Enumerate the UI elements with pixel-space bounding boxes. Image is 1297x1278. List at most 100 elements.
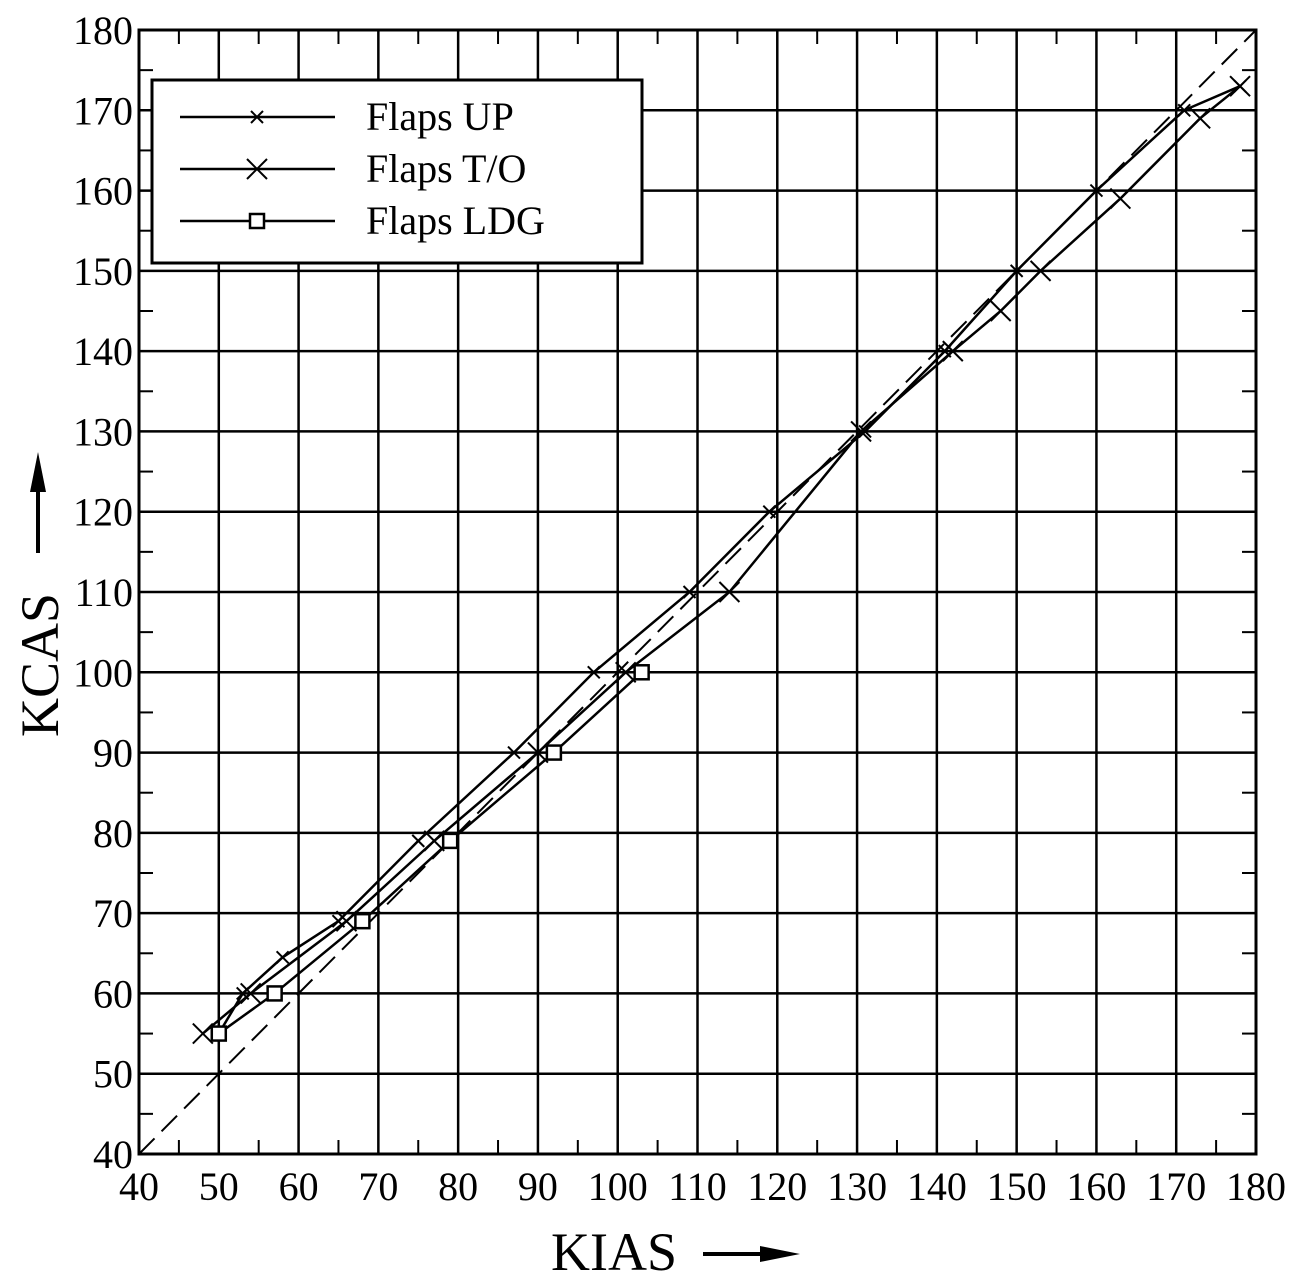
square-marker [354, 912, 371, 930]
x-tick-label: 130 [827, 1164, 887, 1209]
plot-frame [137, 28, 1258, 1156]
y-tick-label: 40 [93, 1132, 133, 1177]
large-x-marker [850, 420, 872, 443]
large-x-marker [1109, 187, 1132, 210]
x-tick-label: 140 [907, 1164, 967, 1209]
square-marker [248, 212, 266, 230]
small-x-marker [1009, 264, 1024, 278]
marker-stroke [527, 741, 549, 764]
y-tick-label: 80 [93, 811, 133, 856]
y-tick-label: 160 [73, 169, 133, 214]
small-x-marker [682, 585, 697, 599]
marker-stroke [246, 158, 268, 180]
x-axis-title-group: KIAS [551, 1222, 800, 1278]
series-flaps-ldg [210, 664, 650, 1042]
marker-stroke [1089, 183, 1104, 198]
legend-item: Flaps LDG [180, 198, 545, 243]
small-x-marker [275, 950, 290, 965]
legend: Flaps UP Flaps T/O Flaps LDG [150, 78, 644, 265]
square-marker [266, 985, 283, 1002]
x-axis-title: KIAS [551, 1222, 677, 1278]
marker-stroke [423, 830, 445, 852]
y-tick-label: 90 [93, 731, 133, 776]
small-x-marker [858, 424, 872, 439]
y-tick-label: 140 [73, 329, 133, 374]
marker-stroke [718, 581, 741, 603]
marker-stroke [858, 424, 872, 439]
large-x-marker [1029, 260, 1052, 282]
marker-stroke [1029, 260, 1052, 282]
large-x-marker [614, 661, 637, 683]
marker-stroke [682, 585, 697, 599]
legend-item: Flaps T/O [180, 146, 526, 191]
y-tick-label: 170 [73, 88, 133, 133]
marker-stroke [850, 420, 872, 443]
small-x-marker [587, 665, 601, 679]
marker-stroke [335, 910, 358, 932]
large-x-marker [718, 581, 741, 603]
series-line [218, 671, 643, 1035]
series-layer [192, 75, 1251, 1045]
y-axis-arrow-head [30, 452, 46, 492]
y-axis-title-group: KCAS [10, 452, 70, 737]
large-x-marker [1229, 75, 1251, 97]
marker-stroke [614, 661, 637, 683]
x-tick-label: 90 [518, 1164, 558, 1209]
marker-stroke [411, 834, 425, 848]
small-x-marker [507, 745, 521, 760]
large-x-marker [192, 1022, 214, 1045]
series-flaps-t-o [192, 75, 1251, 1045]
square-marker [210, 1025, 228, 1042]
legend-label: Flaps UP [366, 94, 514, 139]
large-x-marker [989, 300, 1012, 322]
marker-stroke [275, 950, 290, 965]
large-x-marker [942, 340, 964, 362]
large-x-marker [246, 158, 268, 180]
large-x-marker [423, 830, 445, 852]
x-tick-label: 100 [588, 1164, 648, 1209]
small-x-marker [1177, 103, 1191, 117]
large-x-marker [239, 982, 262, 1005]
x-tick-label: 50 [199, 1164, 239, 1209]
x-axis-arrow-head [760, 1246, 800, 1262]
x-tick-label: 150 [987, 1164, 1047, 1209]
marker-stroke [1189, 107, 1211, 130]
legend-label: Flaps T/O [366, 146, 526, 191]
marker-stroke [1229, 75, 1251, 97]
square-marker [441, 832, 459, 850]
legend-item: Flaps UP [180, 94, 514, 139]
marker-stroke [942, 340, 964, 362]
small-x-marker [411, 834, 425, 848]
x-tick-label: 40 [119, 1164, 159, 1209]
small-x-marker [1089, 183, 1104, 198]
x-tick-label: 70 [358, 1164, 398, 1209]
marker-stroke [587, 665, 601, 679]
marker-stroke [239, 982, 262, 1005]
y-tick-label: 120 [73, 490, 133, 535]
series-line [202, 85, 1241, 1035]
square-marker [633, 664, 650, 681]
tick-labels: 40 50 60 70 80 90 100 110 120 130 140 150 160 170 180 4… [73, 8, 1286, 1209]
x-tick-label: 80 [438, 1164, 478, 1209]
y-tick-label: 150 [73, 249, 133, 294]
legend-label: Flaps LDG [366, 198, 545, 243]
y-tick-label: 180 [73, 8, 133, 53]
large-x-marker [1189, 107, 1211, 130]
y-tick-label: 60 [93, 971, 133, 1016]
marker-stroke [192, 1022, 214, 1045]
small-x-marker [762, 505, 777, 519]
y-tick-label: 100 [73, 650, 133, 695]
x-tick-label: 170 [1146, 1164, 1206, 1209]
y-tick-label: 50 [93, 1052, 133, 1097]
y-tick-label: 110 [74, 570, 133, 615]
x-tick-label: 160 [1066, 1164, 1126, 1209]
marker-stroke [1177, 103, 1191, 117]
x-tick-label: 110 [668, 1164, 727, 1209]
small-x-marker [250, 110, 264, 124]
x-tick-label: 180 [1226, 1164, 1286, 1209]
x-tick-label: 60 [279, 1164, 319, 1209]
y-tick-label: 70 [93, 891, 133, 936]
square-marker [545, 744, 563, 761]
marker-stroke [1109, 187, 1132, 210]
